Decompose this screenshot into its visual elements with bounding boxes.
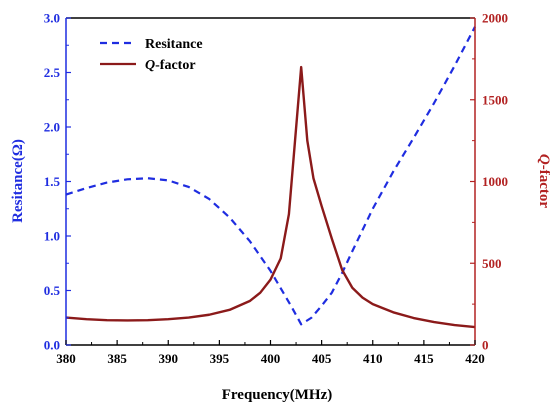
x-tick-label: 395 [210,351,230,366]
right-y-tick-label: 2000 [482,11,508,26]
x-tick-label: 385 [107,351,127,366]
left-y-tick-label: 2.0 [44,120,60,135]
series-layer [65,26,476,329]
left-y-tick-label: 0.5 [44,283,61,298]
legend-label-q-factor: Q-factor [145,58,196,73]
left-y-tick-label: 2.5 [44,65,61,80]
legend-label-q: Q [145,58,155,73]
legend-label-resistance: Resitance [145,37,203,52]
legend-label-factor: -factor [155,58,195,73]
right-axis-title: Q-factor [536,154,550,208]
x-tick-label: 410 [363,351,383,366]
right-axis-title-q: Q [536,154,550,165]
x-tick-label: 420 [465,351,485,366]
left-axis-title: Resitance(Ω) [10,139,26,223]
left-y-tick-label: 1.0 [44,229,60,244]
left-y-tick-label: 1.5 [44,174,61,189]
x-tick-label: 415 [414,351,434,366]
x-tick-label: 390 [159,351,179,366]
resistance-series-line [65,26,476,326]
axes-layer: 380 385 390 395 400 405 410 415 420 0.0 0.5 1.0 1.5 2… [44,11,508,367]
left-y-tick-label: 0.0 [44,338,60,353]
right-y-tick-label: 1000 [482,174,508,189]
q-factor-series-line [65,65,476,329]
x-tick-label: 405 [312,351,332,366]
legend: Resitance Q-factor [100,37,203,73]
x-tick-label: 400 [261,351,281,366]
x-axis-title: Frequency(MHz) [222,387,333,403]
x-tick-label: 380 [56,351,76,366]
right-y-tick-label: 500 [482,256,502,271]
right-y-tick-label: 1500 [482,92,508,107]
right-y-tick-label: 0 [482,338,489,353]
right-axis-title-rest: -factor [536,165,550,209]
left-y-tick-label: 3.0 [44,11,60,26]
